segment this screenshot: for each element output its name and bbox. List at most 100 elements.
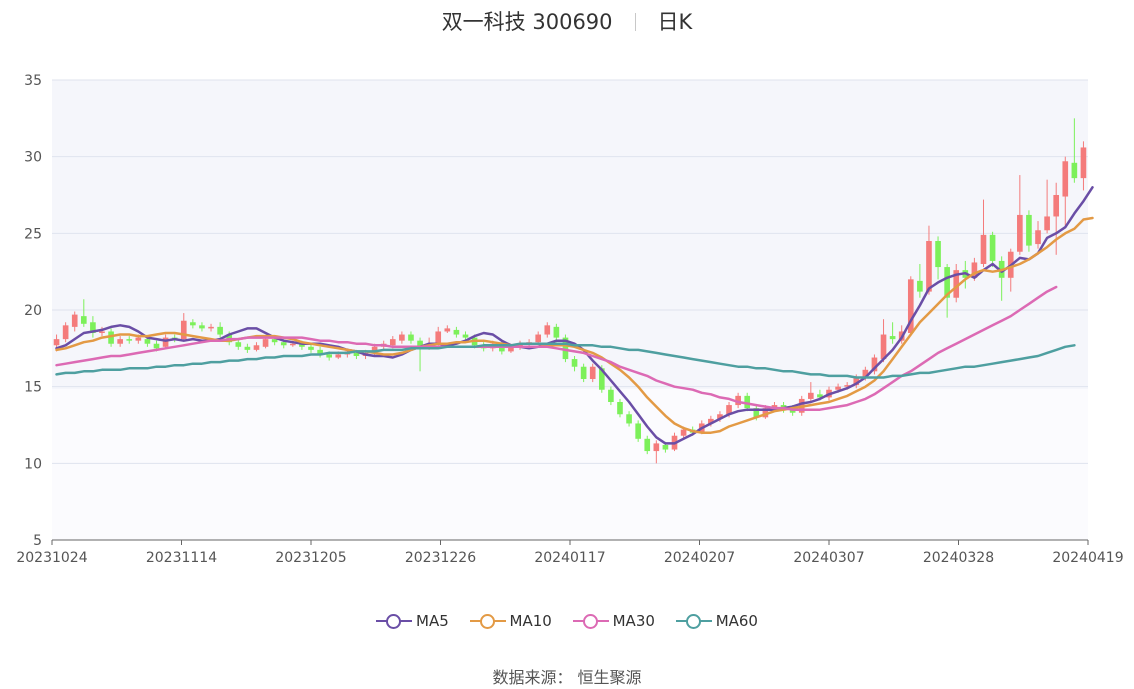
period-label: 日K <box>657 10 693 34</box>
legend-swatch-ma5 <box>376 614 412 629</box>
legend-item-ma10[interactable]: MA10 <box>469 612 552 630</box>
candle-body <box>944 267 950 298</box>
legend: MA5 MA10 MA30 MA60 <box>0 612 1134 632</box>
candle-body <box>717 414 723 419</box>
candle-body <box>662 444 669 450</box>
x-tick-label: 20240307 <box>793 550 864 566</box>
candle-body <box>53 339 60 346</box>
legend-label-ma5: MA5 <box>416 612 449 630</box>
candle-body <box>808 392 814 399</box>
candle-body <box>617 402 623 415</box>
candle-body <box>935 241 941 268</box>
candle-body <box>598 368 605 390</box>
candle-body <box>408 334 414 341</box>
candle-body <box>1044 216 1050 231</box>
candle-body <box>190 322 196 326</box>
candle-body <box>653 443 660 452</box>
candle-body <box>144 339 151 344</box>
candle-body <box>1035 230 1041 245</box>
candle-body <box>589 366 596 379</box>
candle-body <box>90 322 96 333</box>
candle-body <box>71 314 78 327</box>
candle-body <box>835 386 841 390</box>
candle-body <box>844 385 850 387</box>
x-tick-label: 20240117 <box>534 550 605 566</box>
candle-body <box>989 234 996 261</box>
candle-body <box>326 354 332 358</box>
series-line-ma10 <box>55 216 1094 434</box>
candle-body <box>762 408 769 418</box>
candle-body <box>580 366 587 379</box>
candle-body <box>271 339 278 343</box>
legend-item-ma5[interactable]: MA5 <box>376 612 449 630</box>
candle-body <box>517 343 523 347</box>
candle-body <box>780 405 787 409</box>
candle-body <box>317 349 323 355</box>
candle-body <box>608 389 614 402</box>
candle-body <box>335 354 342 358</box>
candle-body <box>108 331 114 344</box>
candle-body <box>571 359 578 367</box>
candle-body <box>399 334 405 341</box>
y-tick-label: 25 <box>24 226 42 242</box>
x-tick-label: 20231226 <box>405 550 476 566</box>
candle-body <box>626 414 632 424</box>
x-tick-label: 20231205 <box>275 550 346 566</box>
source-value: 恒生聚源 <box>577 668 642 687</box>
candle-body <box>753 408 760 418</box>
series-line-ma30 <box>55 285 1058 411</box>
legend-label-ma60: MA60 <box>715 612 758 630</box>
candle-body <box>262 339 269 347</box>
candle-body <box>508 346 514 352</box>
candle-body <box>735 395 741 406</box>
candle-body <box>1053 195 1060 217</box>
candle-body <box>1017 214 1023 252</box>
candle-body <box>253 345 260 350</box>
legend-swatch-ma10 <box>469 614 506 629</box>
title-separator <box>634 13 636 31</box>
candle-body <box>880 334 887 360</box>
legend-label-ma30: MA30 <box>612 612 655 630</box>
candle-body <box>117 339 123 344</box>
candle-body <box>971 262 978 278</box>
y-tick-label: 10 <box>24 456 42 472</box>
candle-body <box>162 337 169 347</box>
candle-body <box>680 429 687 436</box>
candle-body <box>290 343 296 346</box>
candle-body <box>135 337 142 341</box>
y-tick-label: 30 <box>24 150 42 166</box>
candle-body <box>199 325 205 329</box>
candle-body <box>1062 161 1069 197</box>
candle-body <box>244 346 251 350</box>
candle-body <box>371 346 378 353</box>
candle-body <box>62 325 69 340</box>
candle-body <box>389 339 396 346</box>
data-source: 数据来源： 恒生聚源 <box>0 664 1134 688</box>
chart-title: 双一科技 300690 日K <box>0 6 1134 36</box>
candle-body <box>544 325 551 335</box>
legend-swatch-ma60 <box>675 614 712 629</box>
candle-body <box>1071 162 1078 179</box>
legend-item-ma60[interactable]: MA60 <box>675 612 758 630</box>
candle-body <box>435 331 442 344</box>
x-tick-label: 20231024 <box>16 550 87 566</box>
candle-body <box>180 320 187 340</box>
candle-body <box>926 241 932 292</box>
plot-band-lower <box>52 389 1088 540</box>
candle-body <box>817 394 823 398</box>
y-tick-label: 35 <box>24 73 42 89</box>
candle-body <box>462 334 469 338</box>
candle-body <box>208 326 214 329</box>
candle-body <box>308 346 314 350</box>
candle-body <box>708 418 714 424</box>
candle-body <box>726 405 732 415</box>
legend-label-ma10: MA10 <box>509 612 552 630</box>
candle-body <box>853 377 860 386</box>
legend-item-ma30[interactable]: MA30 <box>572 612 655 630</box>
candle-body <box>235 342 242 347</box>
candle-body <box>980 234 987 264</box>
candle-body <box>126 339 133 341</box>
x-tick-label: 20240207 <box>664 550 735 566</box>
y-tick-label: 5 <box>33 533 42 549</box>
candle-body <box>862 369 869 378</box>
